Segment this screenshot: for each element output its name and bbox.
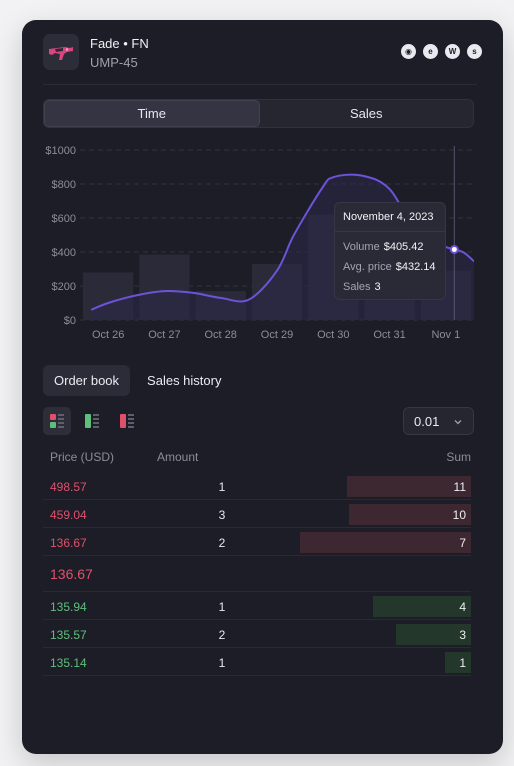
y-tick-label: $400 (52, 247, 76, 259)
price-column-header: Price (USD) (50, 450, 115, 464)
book-view-options (43, 407, 141, 435)
precision-value: 0.01 (414, 414, 440, 429)
x-tick-label: Oct 29 (261, 329, 293, 341)
tooltip-avg-price: Avg. price $432.14 (343, 261, 435, 273)
tooltip-avg-value: $432.14 (395, 261, 436, 273)
tab-order-book[interactable]: Order book (43, 365, 131, 396)
row-sum: 4 (459, 600, 466, 614)
sell-row[interactable]: 498.57 1 11 (43, 472, 471, 500)
item-model: UMP-45 (90, 55, 138, 70)
hover-point (449, 244, 459, 254)
order-book-header: Price (USD) Amount Sum (43, 450, 471, 466)
row-sum: 7 (459, 536, 466, 550)
weapon-image-icon (49, 47, 73, 60)
precision-select[interactable]: 0.01 (403, 407, 474, 435)
row-sum: 1 (459, 656, 466, 670)
book-tabs: Order book Sales history (43, 365, 232, 396)
y-tick-label: $1000 (45, 145, 76, 157)
row-price: 498.57 (50, 480, 87, 494)
tooltip-sales-value: 3 (374, 281, 381, 293)
item-thumbnail (43, 34, 79, 70)
tooltip-sales: Sales 3 (343, 281, 381, 293)
tooltip-volume: Volume $405.42 (343, 241, 423, 253)
row-amount: 1 (218, 600, 226, 614)
sum-column-header: Sum (446, 450, 471, 464)
tooltip-divider (335, 231, 445, 232)
market-w-icon[interactable]: W (445, 44, 460, 59)
buy-row[interactable]: 135.14 1 1 (43, 648, 471, 676)
x-tick-label: Oct 27 (148, 329, 180, 341)
item-name: Fade • FN (90, 36, 149, 51)
y-tick-label: $200 (52, 281, 76, 293)
view-bids-icon[interactable] (78, 407, 106, 435)
sell-row[interactable]: 459.04 3 10 (43, 500, 471, 528)
tooltip-avg-label: Avg. price (343, 261, 392, 273)
tooltip-volume-value: $405.42 (383, 241, 424, 253)
depth-bar: 10 (349, 504, 471, 525)
tab-time[interactable]: Time (44, 100, 260, 127)
view-asks-icon[interactable] (113, 407, 141, 435)
row-price: 135.14 (50, 656, 87, 670)
row-price: 459.04 (50, 508, 87, 522)
tab-sales-history[interactable]: Sales history (147, 373, 222, 388)
tooltip-volume-label: Volume (343, 241, 380, 253)
buy-row[interactable]: 135.57 2 3 (43, 620, 471, 648)
x-tick-label: Nov 1 (431, 329, 460, 341)
tab-sales[interactable]: Sales (349, 106, 383, 121)
y-tick-label: $800 (52, 179, 76, 191)
x-tick-label: Oct 28 (205, 329, 237, 341)
chevron-down-icon (453, 415, 463, 430)
buy-row[interactable]: 135.94 1 4 (43, 592, 471, 620)
y-tick-label: $0 (64, 315, 76, 327)
row-amount: 1 (218, 480, 226, 494)
header-divider (43, 84, 477, 85)
mid-price-row: 136.67 (43, 556, 471, 592)
row-sum: 10 (452, 508, 466, 522)
x-tick-label: Oct 30 (317, 329, 349, 341)
amount-column-header: Amount (157, 450, 199, 464)
tooltip-sales-label: Sales (343, 281, 371, 293)
row-price: 135.94 (50, 600, 87, 614)
row-amount: 2 (218, 536, 226, 550)
row-price: 136.67 (50, 536, 87, 550)
depth-bar: 11 (346, 476, 471, 497)
chart-mode-switch: Time Sales (43, 99, 474, 128)
depth-bar: 3 (396, 624, 471, 645)
depth-bar: 1 (445, 652, 471, 673)
market-e-icon[interactable]: e (423, 44, 438, 59)
x-tick-label: Oct 31 (373, 329, 405, 341)
row-amount: 1 (218, 656, 226, 670)
view-both-icon[interactable] (43, 407, 71, 435)
row-sum: 3 (459, 628, 466, 642)
tooltip-date: November 4, 2023 (343, 211, 434, 223)
depth-bar: 7 (299, 532, 471, 553)
x-tick-label: Oct 26 (92, 329, 124, 341)
row-amount: 2 (218, 628, 226, 642)
row-price: 135.57 (50, 628, 87, 642)
depth-bar: 4 (372, 596, 471, 617)
steam-icon[interactable]: ◉ (401, 44, 416, 59)
row-sum: 11 (453, 480, 466, 494)
chart-tooltip: November 4, 2023 Volume $405.42 Avg. pric… (334, 202, 446, 300)
mid-price: 136.67 (50, 566, 93, 582)
y-tick-label: $600 (52, 213, 76, 225)
market-s-icon[interactable]: s (467, 44, 482, 59)
sell-row[interactable]: 136.67 2 7 (43, 528, 471, 556)
row-amount: 3 (218, 508, 226, 522)
